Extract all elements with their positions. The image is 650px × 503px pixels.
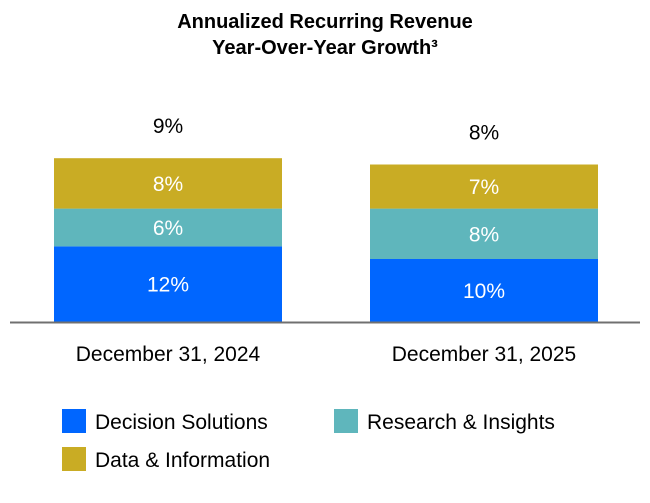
total-data-label: 9% [153,115,183,138]
segment-data-label: 6% [153,217,183,240]
legend-swatch [62,447,86,471]
bar-segment-research-insights [370,208,598,259]
segment-data-label: 10% [463,280,505,303]
legend-swatch [62,409,86,433]
segment-data-label: 12% [147,274,189,297]
legend-label: Decision Solutions [95,411,268,434]
bar-segment-decision-solutions [370,259,598,322]
legend-swatch [334,409,358,433]
x-tick-label: December 31, 2024 [76,343,261,366]
x-tick-label: December 31, 2025 [392,343,576,366]
segment-data-label: 7% [469,176,499,199]
legend-label: Research & Insights [367,411,555,434]
bar-segment-decision-solutions [54,246,282,322]
chart-title-line-2: Year-Over-Year Growth³ [212,37,438,59]
segment-data-label: 8% [469,223,499,246]
bar-segment-data-information [54,158,282,209]
bar-segment-data-information [370,164,598,209]
bar-segment-research-insights [54,208,282,247]
chart-title-line-1: Annualized Recurring Revenue [177,11,473,33]
legend-label: Data & Information [95,449,270,472]
segment-data-label: 8% [153,173,183,196]
total-data-label: 8% [469,122,499,145]
